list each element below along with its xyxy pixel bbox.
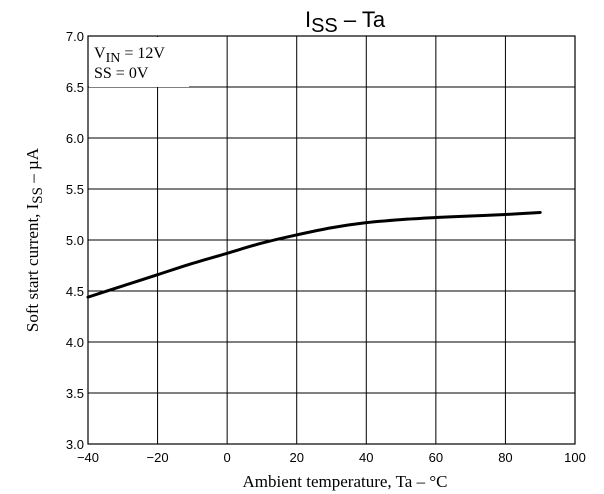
x-tick-labels: −40 −20 0 20 40 60 80 100: [77, 450, 586, 465]
x-tick-label: 80: [498, 450, 512, 465]
series-line: [86, 210, 542, 299]
annotation-ss: SS = 0V: [94, 65, 149, 82]
annotation-vin: VIN = 12V: [94, 45, 165, 66]
x-tick-label: 20: [289, 450, 303, 465]
x-tick-label: 40: [359, 450, 373, 465]
y-tick-labels: 3.0 3.5 4.0 4.5 5.0 5.5 6.0 6.5 7.0: [66, 29, 84, 452]
y-tick-label: 6.0: [66, 131, 84, 146]
y-axis-label-sub: SS: [30, 187, 46, 204]
y-tick-label: 5.5: [66, 182, 84, 197]
y-tick-label: 6.5: [66, 80, 84, 95]
x-tick-label: 60: [429, 450, 443, 465]
y-tick-label: 4.5: [66, 284, 84, 299]
y-tick-label: 3.5: [66, 386, 84, 401]
x-tick-label: −20: [147, 450, 169, 465]
grid: [88, 36, 575, 444]
annotation-ss-main: SS = 0V: [94, 65, 149, 82]
x-tick-label: 100: [564, 450, 586, 465]
x-tick-label: −40: [77, 450, 99, 465]
chart-title-sub: SS: [311, 15, 338, 37]
y-tick-label: 3.0: [66, 437, 84, 452]
y-tick-label: 7.0: [66, 29, 84, 44]
chart-title: ISS – Ta: [305, 7, 386, 37]
line-series: [86, 210, 542, 299]
y-tick-label: 4.0: [66, 335, 84, 350]
plot-frame: [87, 35, 576, 445]
annotation-vin-rest: = 12V: [120, 45, 165, 62]
annotation-vin-main: V: [94, 45, 106, 62]
y-axis-label-main: Soft start current, I: [23, 203, 42, 332]
y-axis-label-rest: – µA: [23, 147, 42, 187]
chart-title-main: I: [305, 7, 311, 32]
chart-title-rest: – Ta: [338, 7, 386, 32]
y-axis-label: Soft start current, ISS – µA: [23, 147, 46, 332]
y-tick-label: 5.0: [66, 233, 84, 248]
x-tick-label: 0: [224, 450, 231, 465]
annotation-box: [89, 37, 189, 87]
x-axis-label: Ambient temperature, Ta – °C: [243, 472, 448, 491]
annotation-vin-sub: IN: [106, 51, 121, 66]
